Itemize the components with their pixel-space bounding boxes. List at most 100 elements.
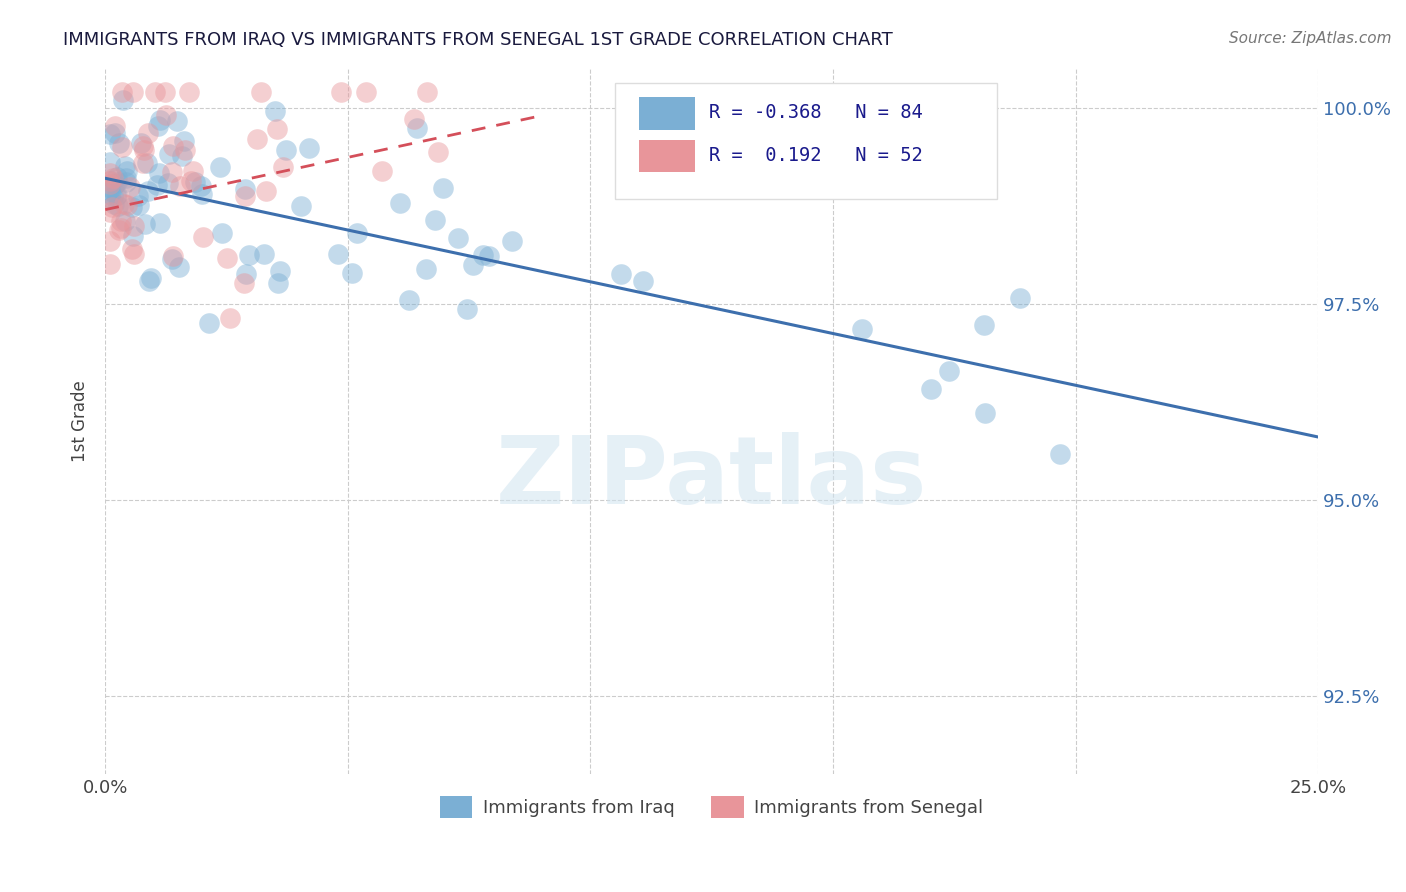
Point [143,85,166,99]
Point [973,406,995,420]
Point [235,267,257,281]
Point [103,171,125,186]
Point [219,311,242,326]
Point [115,198,138,212]
Point [112,196,135,211]
Point [249,85,271,99]
Point [342,267,364,281]
Point [98,174,121,188]
Point [166,114,188,128]
Point [136,156,159,170]
Point [136,184,159,198]
Point [98,180,121,194]
Point [111,139,134,153]
Point [162,249,184,263]
Point [100,184,122,198]
Point [198,317,221,331]
Point [121,229,143,244]
Point [128,198,150,212]
Point [427,145,450,159]
Point [389,196,412,211]
Point [191,229,214,244]
Point [114,159,136,173]
Point [149,113,172,128]
Point [851,321,873,335]
FancyBboxPatch shape [638,140,695,172]
Point [104,126,127,140]
Point [264,103,287,118]
Point [105,169,128,184]
Point [134,218,156,232]
Point [266,122,288,136]
Point [973,318,995,332]
Text: R = -0.368   N = 84: R = -0.368 N = 84 [709,103,922,122]
Point [162,139,184,153]
Point [190,179,212,194]
Point [269,264,291,278]
Point [98,204,121,219]
Point [346,226,368,240]
Point [432,181,454,195]
Point [254,185,277,199]
Point [121,201,143,215]
Point [633,274,655,288]
Point [162,252,184,266]
Point [104,119,127,133]
Point [105,187,128,202]
Point [446,231,468,245]
Point [404,112,426,126]
Point [181,164,204,178]
Point [132,143,155,157]
Point [155,107,177,121]
Point [217,251,239,265]
Point [114,213,136,227]
Point [98,178,121,192]
Point [105,189,128,203]
Point [108,136,131,150]
Point [406,120,429,135]
Point [111,85,134,99]
Point [103,197,125,211]
Point [180,174,202,188]
Point [104,177,127,191]
Point [416,85,439,99]
Point [170,149,193,163]
Point [298,140,321,154]
Point [173,134,195,148]
Point [330,85,353,99]
Point [354,85,377,99]
Point [371,164,394,178]
FancyBboxPatch shape [614,83,997,199]
Point [115,163,138,178]
Point [461,258,484,272]
Y-axis label: 1st Grade: 1st Grade [72,381,89,462]
Point [501,235,523,249]
Text: ZIPatlas: ZIPatlas [496,432,928,524]
Point [141,271,163,285]
Point [478,249,501,263]
Point [1049,447,1071,461]
Point [98,174,121,188]
Point [98,155,121,169]
Point [398,293,420,307]
Point [110,221,132,235]
Point [98,234,121,248]
Point [211,226,233,240]
Point [174,144,197,158]
Point [238,248,260,262]
Point [138,274,160,288]
Point [245,132,267,146]
Point [290,198,312,212]
Point [122,219,145,234]
Point [148,119,170,133]
Point [118,179,141,194]
Point [115,176,138,190]
Point [127,188,149,202]
Point [938,364,960,378]
FancyBboxPatch shape [638,97,695,130]
Point [456,302,478,317]
Point [232,277,254,291]
Point [190,186,212,201]
Point [153,85,176,99]
Point [98,167,121,181]
